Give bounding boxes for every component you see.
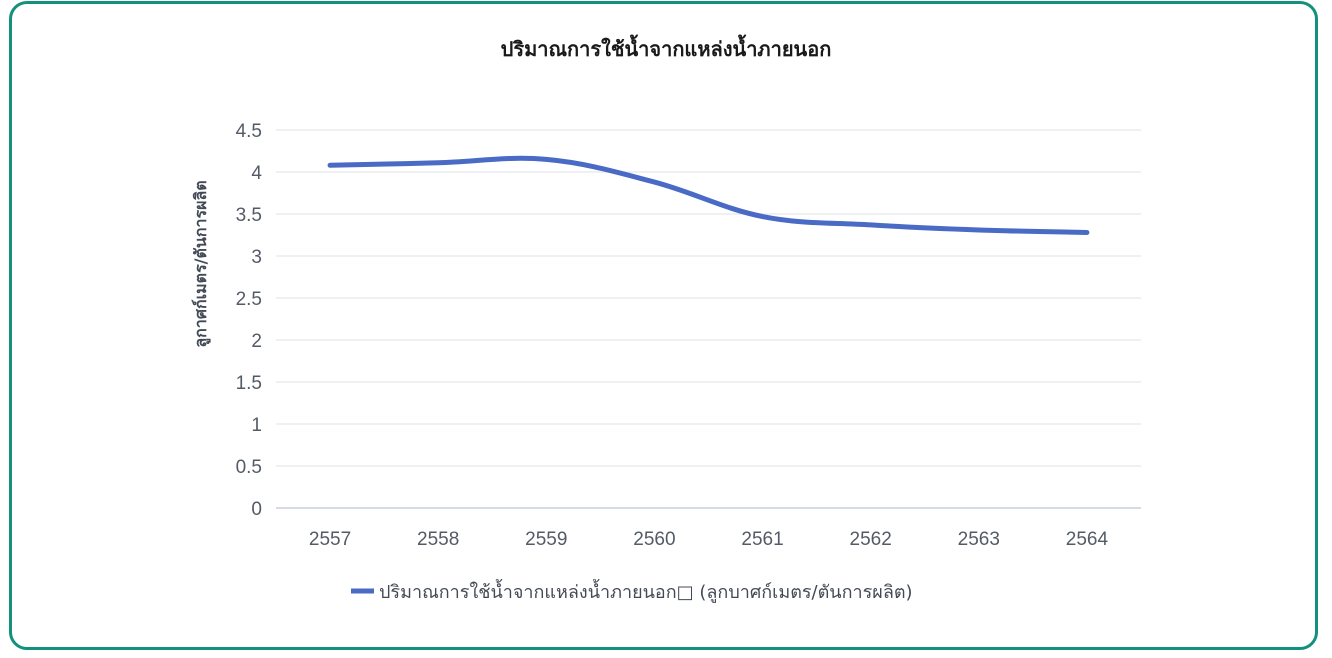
y-tick-label: 1: [251, 415, 262, 436]
y-tick-label: 2: [251, 331, 262, 352]
y-tick-label: 3.5: [236, 205, 262, 226]
x-tick-label: 2560: [633, 529, 675, 550]
y-axis-label: ลูกาศก์เมตร/ตันการผลิต: [191, 180, 212, 347]
x-tick-label: 2563: [958, 529, 1000, 550]
legend-label: ปริมาณการใช้น้ำจากแหล่งน้ำภายนอก□ (ลูกบา…: [379, 579, 913, 603]
y-tick-label: 4: [251, 163, 262, 184]
y-tick-label: 0: [251, 499, 262, 520]
grid-lines: [276, 129, 1141, 467]
x-tick-label: 2557: [309, 529, 351, 550]
y-tick-label: 1.5: [236, 373, 262, 394]
series-group: [327, 155, 1090, 235]
series-line: [327, 155, 1090, 235]
y-tick-label: 3: [251, 247, 262, 268]
chart-card: [9, 1, 1318, 650]
x-tick-label: 2562: [850, 529, 892, 550]
chart-title: ปริมาณการใช้น้ำจากแหล่งน้ำภายนอก: [500, 37, 832, 61]
y-axis-ticks: 0 0.5 1 1.5 2 2.5 3 3.5 4 4.5: [236, 121, 263, 520]
x-tick-label: 2559: [525, 529, 567, 550]
x-tick-label: 2564: [1066, 529, 1109, 550]
y-tick-label: 0.5: [236, 457, 262, 478]
y-tick-label: 4.5: [236, 121, 262, 142]
legend: ปริมาณการใช้น้ำจากแหล่งน้ำภายนอก□ (ลูกบา…: [351, 579, 913, 603]
y-tick-label: 2.5: [236, 289, 262, 310]
x-tick-label: 2561: [741, 529, 783, 550]
x-tick-label: 2558: [417, 529, 459, 550]
x-axis-ticks: 2557 2558 2559 2560 2561 2562 2563 2564: [309, 529, 1109, 550]
